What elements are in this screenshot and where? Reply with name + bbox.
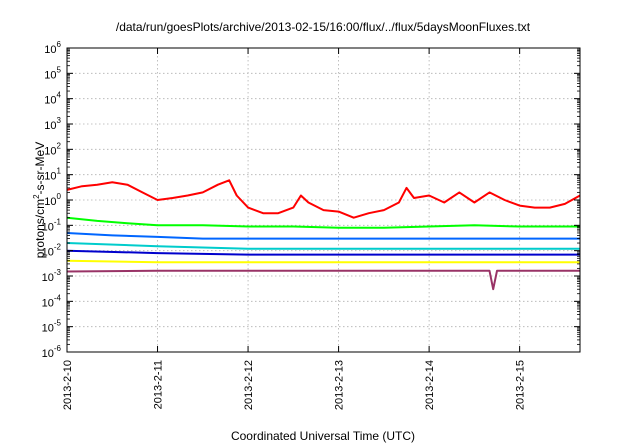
- y-tick-exponent: 1: [57, 167, 62, 176]
- series-line-6: [66, 259, 580, 264]
- series-line-7: [66, 269, 580, 291]
- y-axis-label-rest: -s-sr-MeV: [33, 142, 47, 195]
- y-tick-exponent: -6: [54, 344, 62, 353]
- x-tick-label: 2013-2-11: [153, 360, 165, 409]
- y-tick-base: 10: [42, 221, 54, 233]
- y-tick-exponent: 5: [57, 65, 62, 74]
- series-line-5: [66, 249, 580, 256]
- y-axis-label: protons/cm2-s-sr-MeV: [32, 142, 47, 258]
- x-tick-labels: 2013-2-10 2013-2-11 2013-2-12 2013-2-13 2013…: [62, 360, 527, 410]
- y-tick-label: 10-2: [42, 243, 62, 259]
- x-tick-label: 2013-2-12: [243, 360, 255, 410]
- y-tick-label: 10-1: [42, 217, 62, 233]
- y-tick-label: 103: [44, 116, 61, 132]
- y-tick-base: 10: [42, 297, 54, 309]
- y-tick-exponent: -4: [54, 293, 62, 302]
- series-line-1: [66, 179, 581, 219]
- series-line-2: [66, 216, 580, 229]
- series-line-4: [66, 242, 580, 250]
- y-tick-exponent: -3: [54, 268, 62, 277]
- y-tick-label: 100: [44, 192, 61, 208]
- y-axis-label-base: protons/cm: [33, 199, 47, 258]
- y-tick-label: 101: [44, 167, 61, 183]
- y-tick-label: 10-6: [42, 344, 62, 360]
- y-tick-label: 10-5: [42, 319, 62, 335]
- plot-frame: [66, 47, 581, 353]
- y-tick-label: 102: [44, 141, 61, 157]
- y-tick-base: 10: [44, 69, 56, 81]
- grid: [67, 48, 580, 352]
- x-tick-label: 2013-2-15: [515, 360, 527, 410]
- x-axis-label: Coordinated Universal Time (UTC): [231, 429, 415, 443]
- series-group: [66, 179, 581, 291]
- y-tick-base: 10: [44, 95, 56, 107]
- chart-title: /data/run/goesPlots/archive/2013-02-15/1…: [116, 20, 531, 34]
- y-tick-base: 10: [44, 171, 56, 183]
- y-tick-exponent: -5: [54, 319, 62, 328]
- y-tick-label: 104: [44, 91, 61, 107]
- y-tick-exponent: 2: [57, 141, 62, 150]
- y-tick-label: 10-3: [42, 268, 62, 284]
- y-tick-base: 10: [42, 323, 54, 335]
- y-tick-exponent: 6: [57, 40, 62, 49]
- y-tick-exponent: 0: [57, 192, 62, 201]
- y-tick-base: 10: [42, 272, 54, 284]
- y-tick-exponent: 3: [57, 116, 62, 125]
- y-tick-label: 106: [44, 40, 61, 56]
- y-tick-exponent: -2: [54, 243, 62, 252]
- series-line-3: [66, 232, 580, 240]
- x-tick-label: 2013-2-13: [334, 360, 346, 410]
- x-tick-label: 2013-2-10: [62, 360, 74, 410]
- y-tick-base: 10: [44, 196, 56, 208]
- axes: [66, 47, 581, 353]
- y-tick-labels: 10610510410310210110010-110-210-310-410-…: [42, 40, 62, 360]
- y-tick-base: 10: [44, 120, 56, 132]
- y-tick-label: 10-4: [42, 293, 62, 309]
- y-tick-exponent: -1: [54, 217, 62, 226]
- y-tick-base: 10: [42, 247, 54, 259]
- y-tick-base: 10: [42, 348, 54, 360]
- y-tick-base: 10: [44, 145, 56, 157]
- y-axis-label-sup: 2: [32, 194, 41, 199]
- y-tick-base: 10: [44, 44, 56, 56]
- y-tick-label: 105: [44, 65, 61, 81]
- y-tick-exponent: 4: [57, 91, 62, 100]
- x-tick-label: 2013-2-14: [424, 360, 436, 410]
